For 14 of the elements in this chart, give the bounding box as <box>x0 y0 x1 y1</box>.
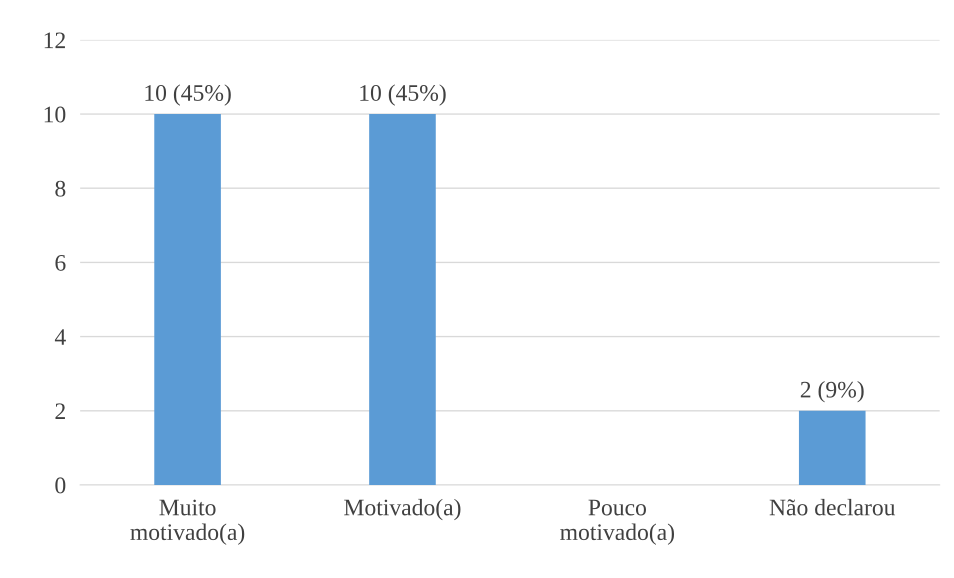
x-tick-label: Muito motivado(a) <box>130 500 244 545</box>
x-tick-label: Não declarou <box>770 498 896 516</box>
data-label: 2 (9%) <box>800 381 864 402</box>
y-tick-label: 8 <box>55 180 66 197</box>
data-label: 10 (45%) <box>360 84 446 106</box>
y-tick-label: 12 <box>44 32 65 48</box>
data-label: 10 (45%) <box>145 84 231 106</box>
y-tick-label: 4 <box>54 329 66 345</box>
y-tick-label: 6 <box>55 254 66 271</box>
y-tick-label: 10 <box>44 106 66 122</box>
x-tick-label: Motivado(a) <box>344 498 460 520</box>
y-tick-label: 2 <box>55 403 65 419</box>
y-tick-label: 0 <box>55 477 66 494</box>
x-tick-label: Pouco motivado(a) <box>560 500 674 545</box>
